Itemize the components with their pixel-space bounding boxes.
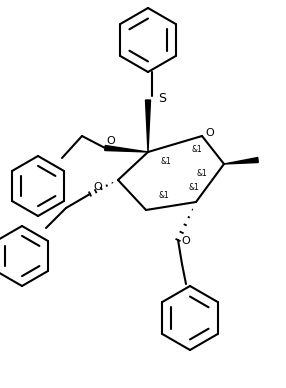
Polygon shape [105,146,148,152]
Text: O: O [94,182,102,192]
Text: &1: &1 [159,192,169,201]
Text: &1: &1 [192,146,202,154]
Text: O: O [107,136,115,146]
Text: &1: &1 [197,170,207,178]
Text: &1: &1 [189,184,199,192]
Text: O: O [182,236,190,246]
Polygon shape [224,158,258,164]
Text: &1: &1 [161,158,171,166]
Text: O: O [206,128,214,138]
Polygon shape [146,100,150,152]
Text: S: S [158,92,166,104]
